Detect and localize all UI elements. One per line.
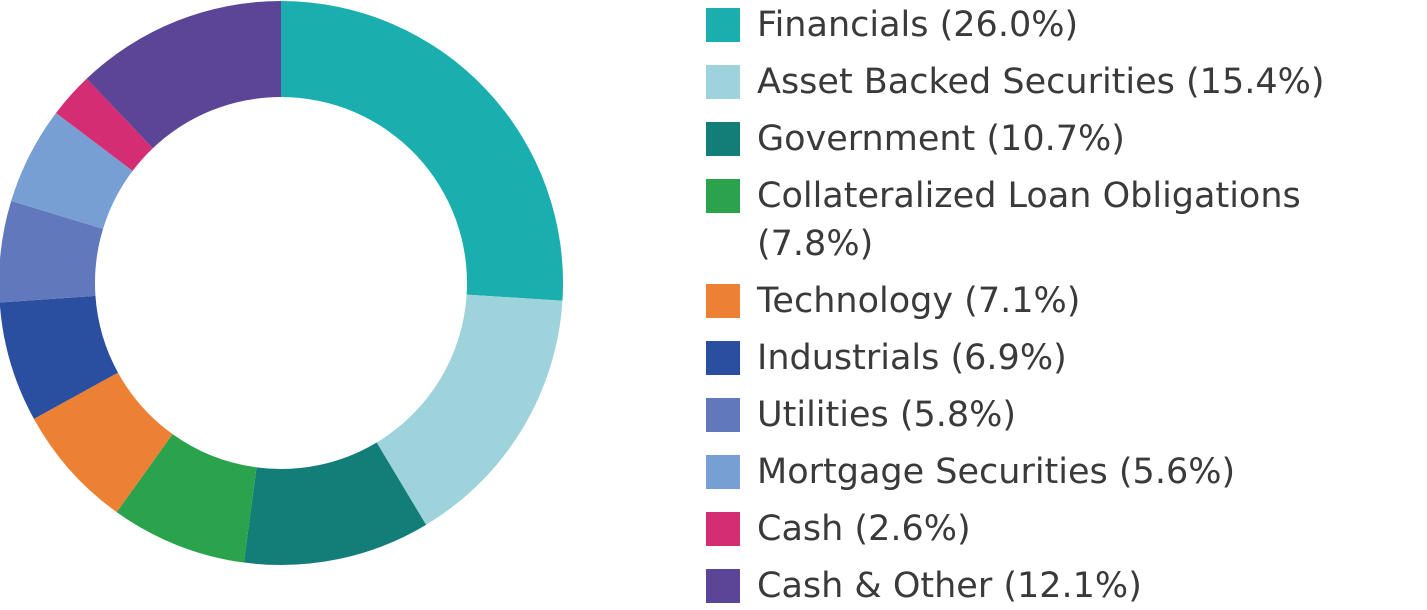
legend-swatch [706, 341, 740, 375]
legend-item: Collateralized Loan Obligations (7.8%) [706, 172, 1406, 268]
legend-swatch [706, 122, 740, 156]
donut-slice [0, 295, 119, 419]
legend-swatch [706, 512, 740, 546]
legend-swatch [706, 284, 740, 318]
legend-item: Mortgage Securities (5.6%) [706, 448, 1406, 496]
donut-slice [243, 442, 427, 565]
legend-label: Cash (2.6%) [757, 509, 971, 549]
legend-label: Collateralized Loan Obligations (7.8%) [757, 176, 1301, 264]
legend-swatch [706, 455, 740, 489]
donut-slice [86, 1, 281, 149]
chart [0, 1, 563, 565]
legend-swatch [706, 65, 740, 99]
legend-label: Utilities (5.8%) [757, 395, 1017, 435]
legend-item: Utilities (5.8%) [706, 391, 1406, 439]
legend-label: Mortgage Securities (5.6%) [757, 452, 1236, 492]
donut-slice [376, 294, 563, 525]
donut-slice [116, 434, 257, 563]
donut-slice [33, 372, 173, 513]
legend: Financials (26.0%) Asset Backed Securitie… [706, 1, 1406, 610]
legend-swatch [706, 8, 740, 42]
legend-item: Financials (26.0%) [706, 1, 1406, 49]
legend-item: Cash (2.6%) [706, 505, 1406, 553]
legend-label: Cash & Other (12.1%) [757, 566, 1142, 606]
legend-item: Industrials (6.9%) [706, 334, 1406, 382]
donut-slice [11, 112, 133, 229]
legend-item: Government (10.7%) [706, 115, 1406, 163]
donut-slice [56, 78, 153, 171]
legend-swatch [706, 569, 740, 603]
legend-item: Technology (7.1%) [706, 277, 1406, 325]
legend-swatch [706, 398, 740, 432]
legend-label: Government (10.7%) [757, 119, 1125, 159]
legend-item: Asset Backed Securities (15.4%) [706, 58, 1406, 106]
legend-label: Asset Backed Securities (15.4%) [757, 62, 1325, 102]
donut-slice [0, 200, 104, 303]
legend-swatch [706, 179, 740, 213]
legend-item: Cash & Other (12.1%) [706, 562, 1406, 610]
legend-label: Financials (26.0%) [757, 5, 1079, 45]
legend-label: Technology (7.1%) [757, 281, 1081, 321]
donut-slice [281, 1, 563, 301]
legend-label: Industrials (6.9%) [757, 338, 1067, 378]
